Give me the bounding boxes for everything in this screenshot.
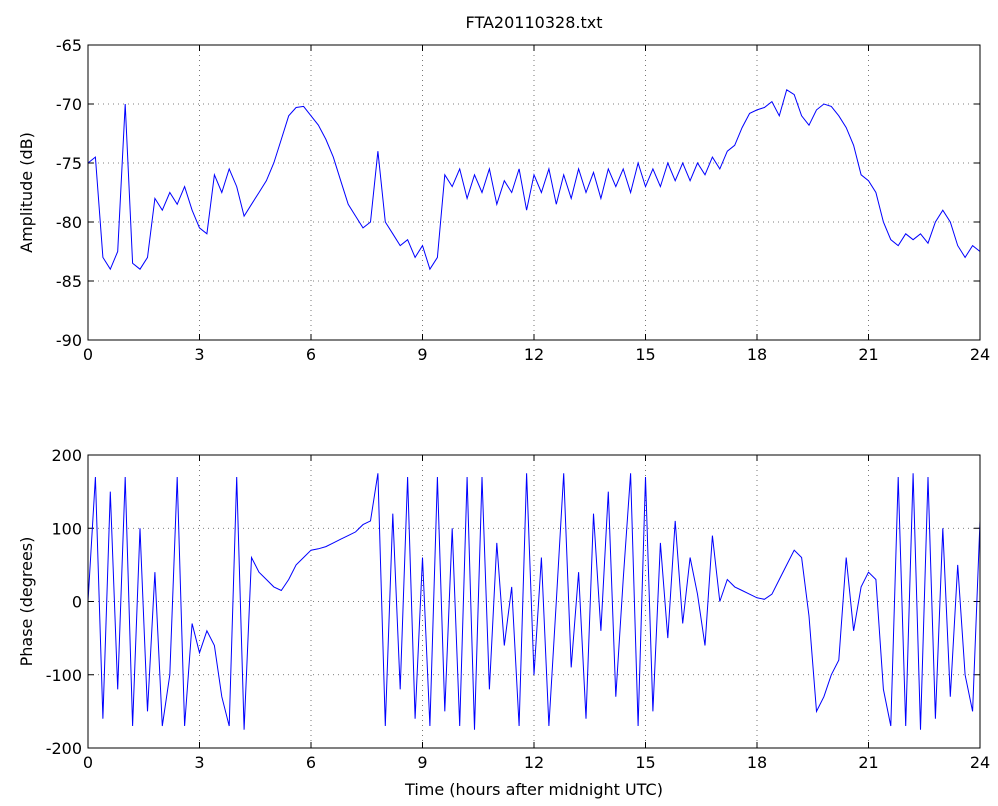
y-tick-label: -75 (56, 154, 82, 173)
x-tick-label: 9 (417, 753, 427, 772)
y-axis-label: Amplitude (dB) (17, 132, 36, 253)
chart-title: FTA20110328.txt (466, 13, 603, 32)
x-tick-label: 15 (635, 753, 655, 772)
x-tick-label: 21 (858, 753, 878, 772)
x-tick-label: 15 (635, 345, 655, 364)
data-line (87, 473, 981, 730)
y-tick-label: -85 (56, 272, 82, 291)
x-tick-label: 24 (970, 345, 990, 364)
data-line (87, 89, 981, 271)
y-tick-label: 200 (51, 446, 82, 465)
x-tick-label: 3 (194, 753, 204, 772)
y-tick-label: -70 (56, 95, 82, 114)
x-tick-label: 0 (83, 753, 93, 772)
y-tick-label: 0 (72, 593, 82, 612)
y-tick-label: 100 (51, 519, 82, 538)
x-tick-label: 6 (306, 753, 316, 772)
x-tick-label: 24 (970, 753, 990, 772)
y-tick-label: -80 (56, 213, 82, 232)
x-tick-label: 3 (194, 345, 204, 364)
y-axis-label: Phase (degrees) (17, 537, 36, 667)
x-tick-label: 0 (83, 345, 93, 364)
x-tick-label: 6 (306, 345, 316, 364)
x-tick-label: 9 (417, 345, 427, 364)
y-tick-label: -100 (46, 666, 82, 685)
axes-box (87, 454, 981, 749)
x-tick-label: 12 (524, 345, 544, 364)
y-tick-label: -200 (46, 739, 82, 758)
x-axis-label: Time (hours after midnight UTC) (404, 780, 663, 799)
y-tick-label: -65 (56, 36, 82, 55)
x-tick-label: 18 (747, 753, 767, 772)
x-tick-label: 12 (524, 753, 544, 772)
x-tick-label: 21 (858, 345, 878, 364)
y-tick-label: -90 (56, 331, 82, 350)
axes-box (87, 44, 981, 341)
x-tick-label: 18 (747, 345, 767, 364)
